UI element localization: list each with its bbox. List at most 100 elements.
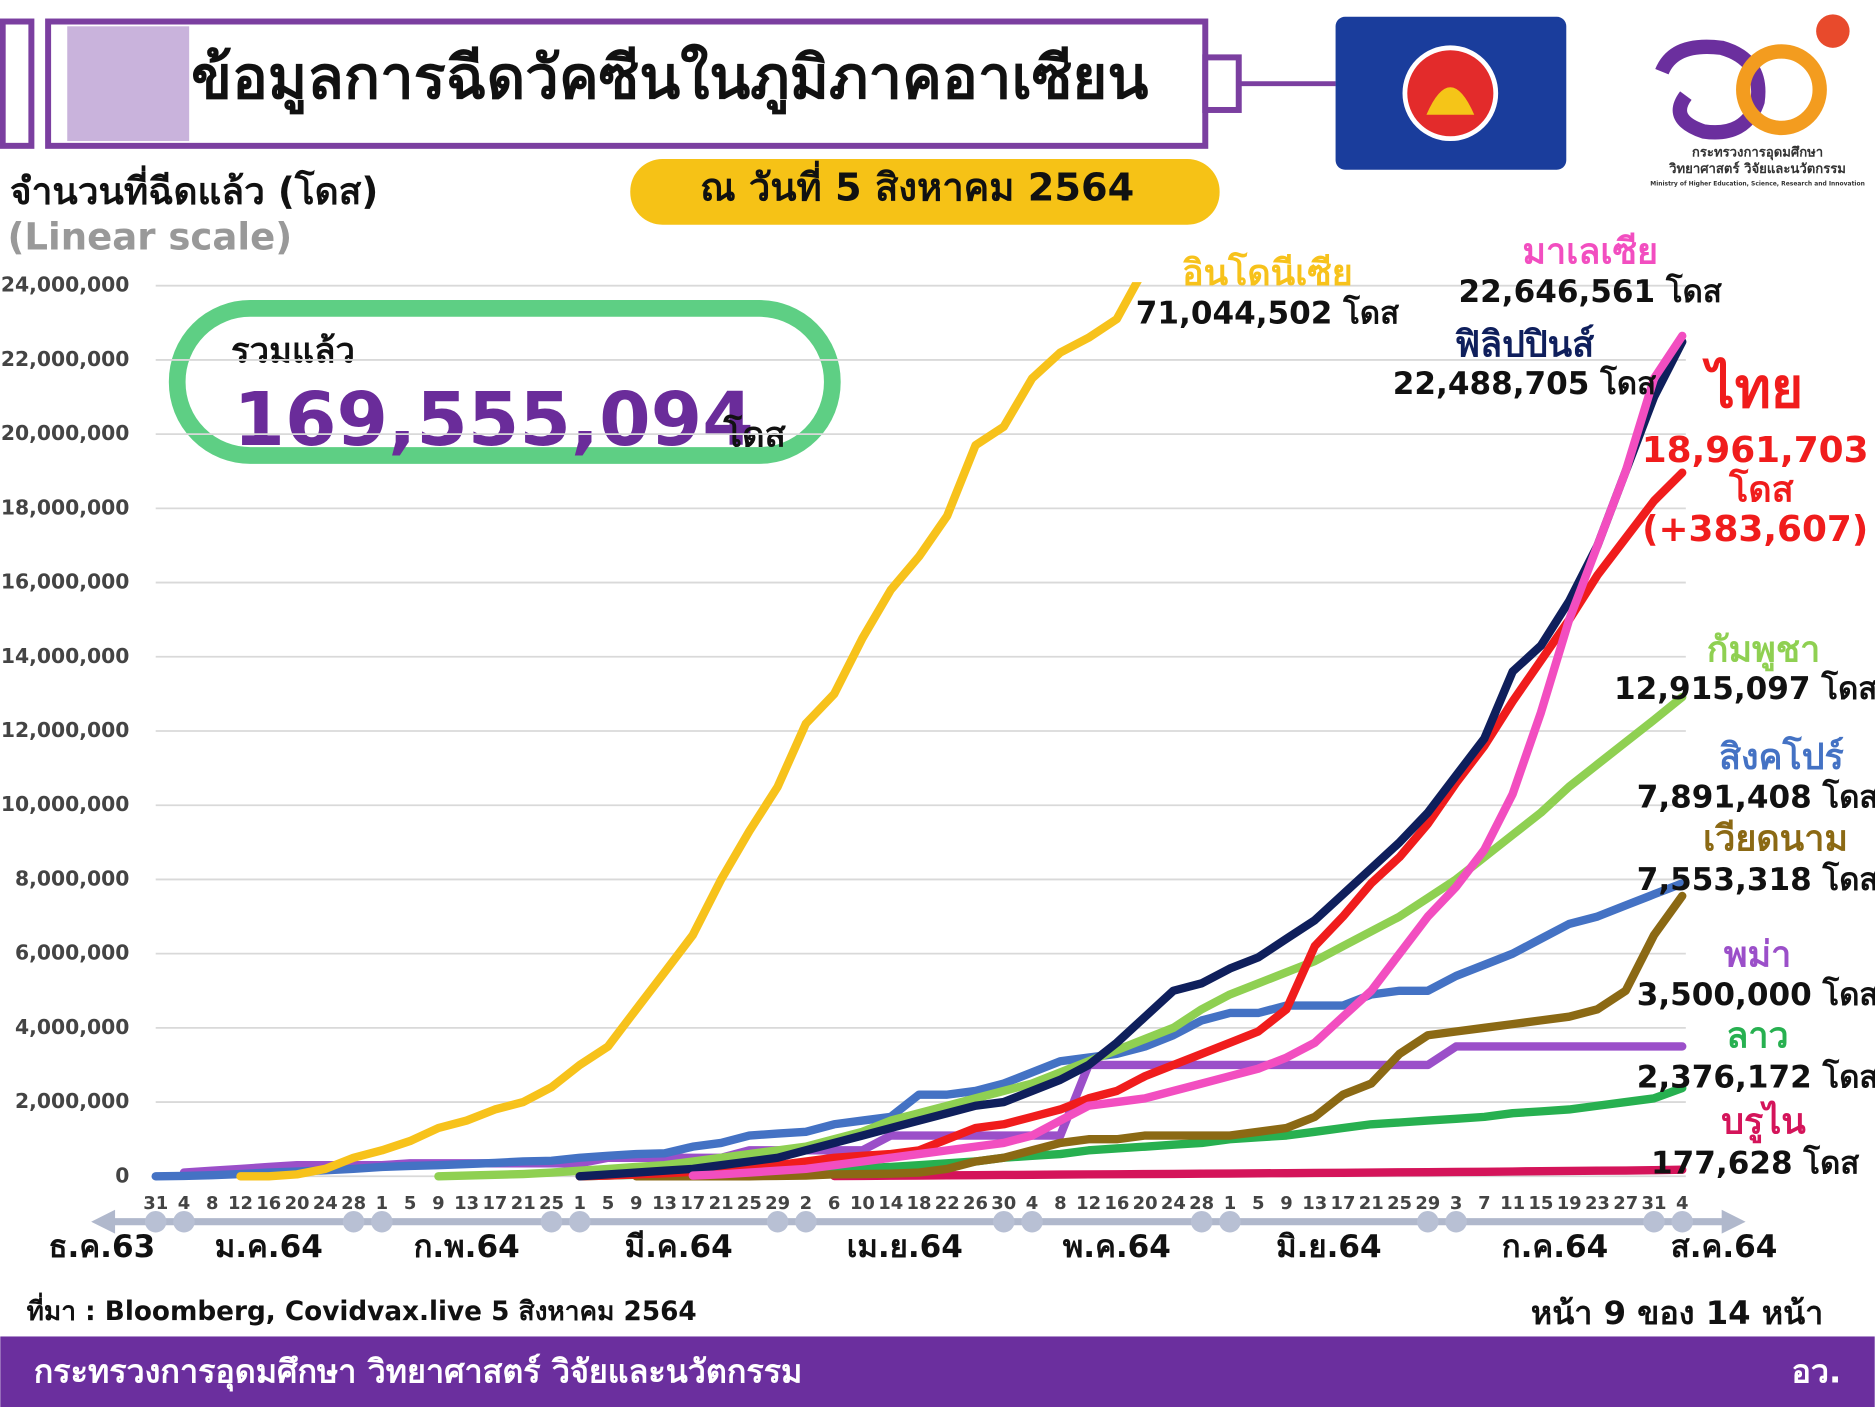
labels: อินโดนีเซีย71,044,502 โดส มาเลเซีย22,646,…	[1136, 231, 1875, 1181]
series-line	[575, 468, 1687, 1181]
y-tick-label: 12,000,000	[1, 718, 130, 742]
month-label: เม.ย.64	[847, 1229, 963, 1265]
x-tick-label: 9	[630, 1193, 642, 1214]
x-tick-label: 20	[285, 1193, 310, 1214]
x-tick-label: 24	[1161, 1193, 1186, 1214]
month-dot	[1445, 1210, 1467, 1233]
value-label: 7,553,318 โดส	[1637, 860, 1875, 898]
y-tick-label: 2,000,000	[15, 1089, 129, 1113]
logo-text: กระทรวงการอุดมศึกษา	[1692, 145, 1823, 161]
month-label: ม.ค.64	[215, 1229, 323, 1265]
month-dot	[540, 1210, 563, 1233]
title: ข้อมูลการฉีดวัคซีนในภูมิภาคอาเซียน	[191, 43, 1148, 115]
value-label: 12,915,097 โดส	[1614, 669, 1875, 707]
month-dot	[993, 1210, 1015, 1233]
value-label: 22,646,561 โดส	[1459, 272, 1722, 310]
x-tick-label: 20	[1133, 1193, 1158, 1214]
x-tick-label: 30	[991, 1193, 1016, 1214]
x-tick-label: 22	[935, 1193, 960, 1214]
month-dot	[568, 1210, 591, 1233]
value-label: 22,488,705 โดส	[1393, 364, 1656, 402]
value-label: 2,376,172 โดส	[1637, 1057, 1875, 1095]
x-tick-label: 17	[482, 1193, 507, 1214]
x-tick-label: 5	[404, 1193, 416, 1214]
month-label: ก.ค.64	[1502, 1229, 1608, 1265]
month-label: ส.ค.64	[1671, 1229, 1778, 1265]
month-dot	[766, 1210, 789, 1233]
month-dot	[144, 1210, 167, 1233]
logo-text: วิทยาศาสตร์ วิจัยและนวัตกรรม	[1669, 161, 1846, 177]
value-label: 3,500,000 โดส	[1637, 975, 1875, 1013]
x-tick-label: 5	[1252, 1193, 1264, 1214]
y-tick-label: 20,000,000	[1, 421, 130, 445]
x-tick-label: 9	[1280, 1193, 1292, 1214]
month-dot	[1190, 1210, 1213, 1233]
y-tick-label: 16,000,000	[1, 570, 130, 594]
value-label: 177,628 โดส	[1651, 1143, 1859, 1181]
x-tick-label: 1	[573, 1193, 585, 1214]
x-tick-label: 27	[1613, 1193, 1638, 1214]
y-tick-label: 0	[115, 1163, 129, 1187]
series-line	[688, 331, 1687, 1180]
x-tick-label: 31	[1641, 1193, 1666, 1214]
x-tick-label: 28	[341, 1193, 366, 1214]
date-pill	[630, 158, 1220, 225]
x-tick-label: 21	[511, 1193, 536, 1214]
month-label: มิ.ย.64	[1276, 1229, 1382, 1265]
month-dot	[795, 1210, 817, 1233]
scale-note: (Linear scale)	[7, 216, 292, 259]
series-name: สิงคโปร์	[1719, 735, 1844, 778]
logo-mark	[1736, 44, 1827, 136]
page-number: หน้า 9 ของ 14 หน้า	[1531, 1294, 1823, 1332]
logo-text: Ministry of Higher Education, Science, R…	[1650, 181, 1865, 188]
y-tick-label: 4,000,000	[15, 1015, 129, 1039]
date: ณ วันที่ 5 สิงหาคม 2564	[700, 161, 1134, 211]
x-tick-label: 13	[652, 1193, 677, 1214]
y-tick-label: 24,000,000	[1, 273, 130, 297]
value-label: 18,961,703 โดส	[1642, 430, 1869, 510]
series-name: ลาว	[1726, 1016, 1788, 1057]
x-tick-label: 21	[709, 1193, 734, 1214]
x-tick-label: 4	[1026, 1193, 1038, 1214]
footer-bar	[0, 1336, 1875, 1407]
asean-rice	[1426, 87, 1475, 115]
grid: 0 2,000,000 4,000,000 6,000,000 8,000,000 10,…	[1, 273, 1778, 1265]
x-tick-label: 4	[1676, 1193, 1688, 1214]
value-label: 7,891,408 โดส	[1637, 778, 1875, 816]
x-tick-label: 1	[376, 1193, 388, 1214]
y-tick-label: 22,000,000	[1, 347, 130, 371]
x-tick-label: 14	[878, 1193, 903, 1214]
x-tick-label: 31	[143, 1193, 168, 1214]
x-tick-label: 9	[432, 1193, 444, 1214]
x-tick-label: 21	[1359, 1193, 1384, 1214]
x-tick-label: 25	[1387, 1193, 1412, 1214]
x-tick-label: 17	[1331, 1193, 1356, 1214]
month-dot	[371, 1210, 393, 1233]
lines	[151, 282, 1687, 1181]
series-name: มาเลเซีย	[1522, 231, 1658, 272]
x-tick-label: 6	[828, 1193, 840, 1214]
month-dot	[1219, 1210, 1241, 1233]
total-value: 169,555,094	[233, 377, 753, 463]
series-name: พม่า	[1724, 934, 1791, 975]
x-tick-label: 26	[963, 1193, 988, 1214]
month-dot	[342, 1210, 365, 1233]
series-name: กัมพูชา	[1707, 629, 1820, 671]
month-dot	[173, 1210, 195, 1233]
series-name: บรูไน	[1721, 1100, 1806, 1144]
x-tick-label: 8	[1054, 1193, 1066, 1214]
x-tick-label: 16	[256, 1193, 281, 1214]
x-tick-label: 13	[454, 1193, 479, 1214]
series-line	[151, 879, 1687, 1181]
y-tick-label: 18,000,000	[1, 495, 130, 519]
x-tick-label: 25	[539, 1193, 564, 1214]
x-tick-label: 7	[1478, 1193, 1490, 1214]
x-tick-label: 15	[1528, 1193, 1553, 1214]
x-tick-label: 8	[206, 1193, 218, 1214]
x-tick-label: 1	[1224, 1193, 1236, 1214]
source: ที่มา : Bloomberg, Covidvax.live 5 สิงหา…	[27, 1292, 697, 1327]
month-label: พ.ค.64	[1063, 1229, 1171, 1265]
x-tick-label: 11	[1500, 1193, 1525, 1214]
x-tick-label: 16	[1104, 1193, 1129, 1214]
x-tick-label: 24	[313, 1193, 338, 1214]
